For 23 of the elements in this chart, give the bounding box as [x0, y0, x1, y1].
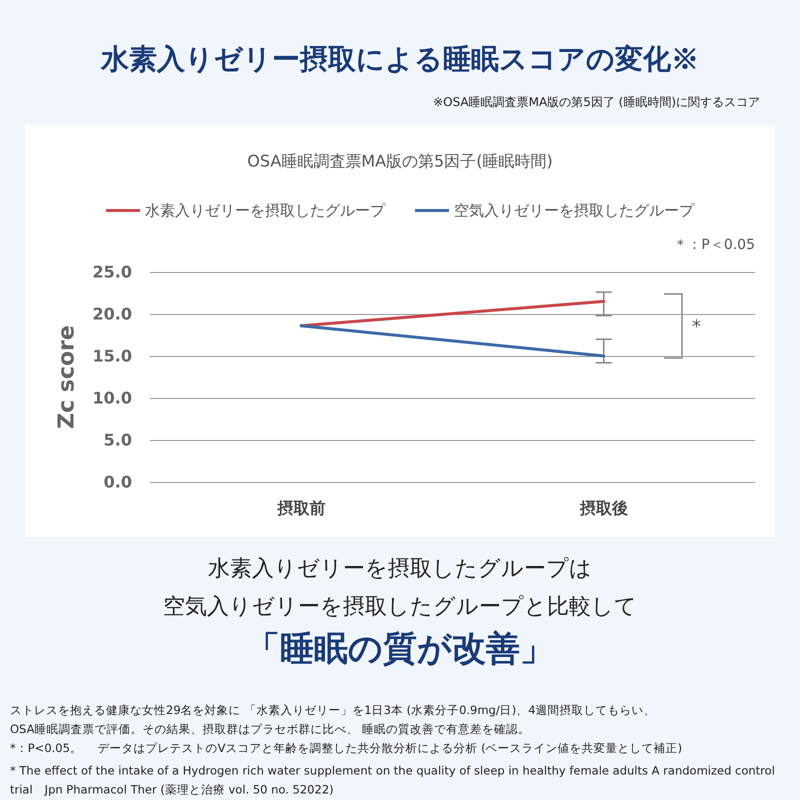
annotation: *: [692, 316, 701, 338]
text: OSA睡眠調査票で評価。その結果、摂取群はプラセボ群に比べ、 睡眠の質改善で有意差を確認。: [10, 722, 530, 736]
y-tick-label: 10.0: [92, 388, 132, 408]
text: ＊：P＜0.05: [673, 237, 756, 253]
text: *：P<0.05。 データはプレテストのVスコアと年齢を調整した共分散分析による分析 (ベースライン値を共変量として補正): [10, 741, 682, 755]
y-tick-label: 0.0: [104, 472, 132, 492]
y-tick-label: 20.0: [92, 304, 132, 324]
text: * The effect of the intake of a Hydrogen rich water supplement on the quality of sleep in healthy female adults A randomized control trial Jpn Pharmacol Ther (薬理と治療 vol. 50 no. 52022): [10, 764, 779, 796]
text: 水素入りゼリーを摂取したグループは: [208, 556, 592, 582]
text: 空気入りゼリーを摂取したグループと比較して: [163, 594, 637, 620]
text: ストレスを抱える健康な女性29名を対象に 「水素入りゼリー」を1日3本 (水素分子0.9mg/日)、4週間摂取してもらい、: [10, 703, 656, 717]
x-tick-label: 摂取後: [578, 498, 628, 518]
y-axis-title: Zc score: [54, 325, 80, 429]
y-tick-label: 25.0: [92, 262, 132, 282]
text: 「睡眠の質が改善」: [246, 629, 554, 669]
chart-subtitle: OSA睡眠調査票MA版の第5因子(睡眠時間): [247, 152, 553, 170]
text: ※OSA睡眠調査票MA版の第5因了 (睡眠時間)に関するスコア: [433, 95, 760, 109]
y-tick-label: 15.0: [92, 346, 132, 366]
chart-title: 水素入りゼリー摂取による睡眠スコアの変化※: [100, 42, 699, 76]
legend-label: 水素入りゼリーを摂取したグループ: [145, 202, 386, 220]
x-tick-label: 摂取前: [276, 498, 326, 518]
legend-label: 空気入りゼリーを摂取したグループ: [454, 202, 695, 220]
y-tick-label: 5.0: [104, 430, 132, 450]
